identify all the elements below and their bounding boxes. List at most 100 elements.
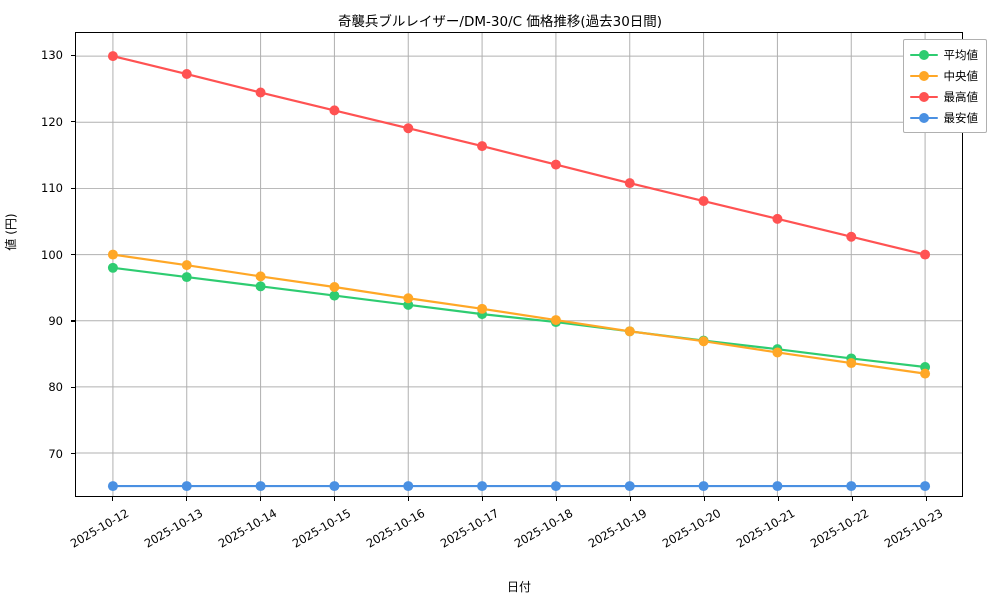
data-point [107,262,118,273]
data-point [403,481,414,492]
x-axis-tick-labels: 2025-10-12 2025-10-13 2025-10-14 2025-10-15… [68,502,963,572]
series-line [111,266,927,369]
x-tick-mark [629,497,631,501]
data-point [550,481,561,492]
x-axis-label: 日付 [506,580,531,594]
x-tick-label: 2025-10-15 [289,506,353,551]
series-line [111,55,927,256]
plot-area [75,32,963,497]
x-tick-label: 2025-10-20 [659,506,723,551]
y-tick-label: 90 [48,313,63,328]
legend-label: 平均値 [943,47,979,62]
data-point [550,315,561,326]
y-tick-mark [71,54,75,56]
series-最高値 [107,51,931,260]
legend-label: 最安値 [943,110,979,125]
data-point [329,282,340,292]
series-line [111,253,927,375]
legend-item-最安値[interactable]: 最安値 [909,108,979,127]
data-point [107,51,118,62]
data-point [255,481,266,492]
data-point [329,105,340,116]
x-tick-mark [407,497,409,501]
x-tick-label: 2025-10-23 [881,506,945,551]
grid-lines [76,33,962,496]
data-point [624,481,635,492]
data-point [181,260,192,271]
legend-label: 最高値 [943,89,979,104]
x-tick-mark [111,497,113,501]
x-tick-mark [777,497,779,501]
y-tick-mark [71,187,75,189]
y-tick-label: 100 [41,247,63,262]
y-tick-label: 120 [41,114,63,129]
legend-swatch-icon [909,91,938,103]
x-tick-mark [925,497,927,501]
legend-item-中央値[interactable]: 中央値 [909,66,979,85]
data-point [329,290,340,301]
data-point [920,481,931,492]
data-point [920,249,931,260]
data-point [181,272,192,283]
x-tick-mark [703,497,705,501]
y-tick-label: 130 [41,48,63,63]
x-tick-mark [259,497,261,501]
x-tick-mark [481,497,483,501]
data-point [698,196,709,206]
y-tick-mark [71,121,75,123]
data-point [107,481,118,492]
data-point [846,358,857,369]
data-point [477,141,488,152]
data-point [255,87,266,98]
legend-swatch-icon [909,70,938,82]
data-point [181,69,192,79]
y-tick-mark [71,453,75,455]
legend-item-平均値[interactable]: 平均値 [909,45,979,64]
chart-legend: 平均値中央値最高値最安値 [902,39,987,133]
data-point [698,336,709,347]
x-tick-label: 2025-10-12 [67,506,131,551]
data-point [329,481,340,492]
y-tick-mark [71,320,75,322]
data-point [255,271,266,282]
x-tick-mark [555,497,557,501]
x-tick-mark [851,497,853,501]
legend-item-最高値[interactable]: 最高値 [909,87,979,106]
y-tick-label: 70 [48,446,63,461]
data-point [624,178,635,189]
data-point [403,293,414,304]
x-tick-label: 2025-10-17 [437,506,501,551]
data-point [403,123,414,134]
data-point [107,249,118,260]
x-tick-label: 2025-10-13 [141,506,205,551]
x-tick-label: 2025-10-19 [585,506,649,551]
x-tick-label: 2025-10-16 [363,506,427,551]
data-point [181,481,192,492]
x-tick-label: 2025-10-14 [215,506,279,551]
data-point [624,326,635,337]
series-最安値 [107,481,931,492]
data-point [698,481,709,492]
y-tick-mark [71,386,75,388]
data-point [772,347,783,358]
data-point [550,159,561,170]
data-point [920,368,931,379]
data-point [477,481,488,492]
y-tick-mark [71,254,75,256]
data-point [846,481,857,492]
y-tick-label: 80 [48,380,63,395]
data-point [772,213,783,224]
legend-label: 中央値 [943,68,979,83]
y-axis-tick-labels: 70 80 90 100 110 120 130 [0,32,63,497]
data-point [846,231,857,242]
data-point [255,281,266,292]
y-tick-label: 110 [41,181,63,196]
legend-swatch-icon [909,49,938,61]
legend-swatch-icon [909,112,938,124]
x-tick-label: 2025-10-22 [807,506,871,551]
chart-title: 奇襲兵ブルレイザー/DM-30/C 価格推移(過去30日間) [337,14,663,30]
data-point [477,303,488,314]
x-tick-mark [333,497,335,501]
series-plot [107,51,931,492]
